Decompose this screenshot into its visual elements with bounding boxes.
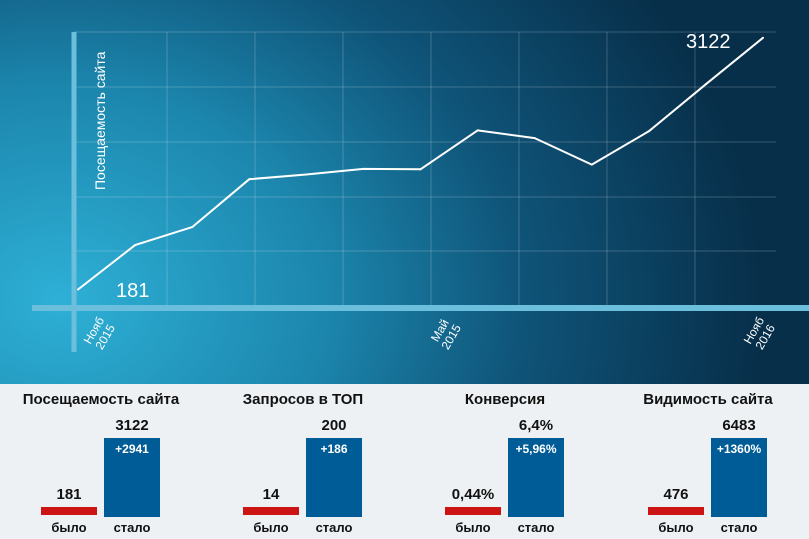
data-point — [533, 137, 536, 140]
start-value-label: 181 — [116, 280, 149, 302]
stat-title: Конверсия — [464, 391, 546, 408]
x-tick-label: Нояб2015 — [81, 314, 119, 352]
stat-panel: Видимость сайта 476 6483 +1360% было стало — [607, 384, 809, 539]
before-label: было — [253, 520, 289, 535]
delta-value: +1360% — [716, 442, 762, 456]
data-point — [419, 168, 422, 171]
before-value: 181 — [56, 486, 82, 503]
line-chart: Посещаемость сайта 181 3122 Нояб2015 Май2… — [0, 0, 809, 384]
after-label: стало — [517, 520, 555, 535]
after-label: стало — [720, 520, 758, 535]
data-point — [590, 163, 593, 166]
stat-title: Запросов в ТОП — [242, 391, 364, 408]
after-value: 3122 — [115, 417, 149, 434]
after-label: стало — [113, 520, 151, 535]
data-point — [647, 130, 650, 133]
series-line — [77, 37, 764, 291]
delta-value: +186 — [320, 442, 348, 456]
stat-panel: Запросов в ТОП 14 200 +186 было стало — [202, 384, 404, 539]
after-bar — [711, 438, 767, 517]
before-bar — [648, 507, 704, 515]
before-bar — [41, 507, 97, 515]
after-bar — [508, 438, 564, 517]
y-axis-label: Посещаемость сайта — [92, 51, 108, 190]
after-bar — [104, 438, 160, 517]
stat-title: Видимость сайта — [643, 391, 773, 408]
before-label: было — [658, 520, 694, 535]
data-point — [362, 167, 365, 170]
data-point — [762, 36, 764, 39]
delta-value: +5,96% — [515, 442, 557, 456]
stat-panel: Конверсия 0,44% 6,4% +5,96% было стало — [404, 384, 606, 539]
data-point — [134, 244, 137, 247]
data-point — [476, 129, 479, 132]
before-value: 14 — [262, 486, 280, 503]
data-point — [704, 83, 707, 86]
before-label: было — [51, 520, 87, 535]
after-value: 6,4% — [518, 417, 554, 434]
x-tick-label: Май2015 — [427, 315, 464, 352]
end-value-label: 3122 — [686, 31, 731, 53]
after-bar — [306, 438, 362, 517]
data-point — [77, 288, 79, 291]
chart-svg: Посещаемость сайта 181 3122 Нояб2015 Май2… — [32, 31, 809, 352]
before-bar — [445, 507, 501, 515]
after-value: 6483 — [722, 417, 756, 434]
data-point — [305, 173, 308, 176]
stats-section: Посещаемость сайта 181 3122 +2941 было стало З… — [0, 384, 809, 539]
before-value: 476 — [663, 486, 689, 503]
data-point — [248, 178, 251, 181]
delta-value: +2941 — [115, 442, 149, 456]
stat-panel: Посещаемость сайта 181 3122 +2941 было стало — [0, 384, 202, 539]
after-label: стало — [315, 520, 353, 535]
x-tick-label: Нояб2016 — [741, 314, 779, 352]
before-bar — [243, 507, 299, 515]
after-value: 200 — [321, 417, 347, 434]
data-point — [191, 226, 194, 229]
before-value: 0,44% — [451, 486, 495, 503]
stat-title: Посещаемость сайта — [22, 391, 180, 408]
before-label: было — [455, 520, 491, 535]
